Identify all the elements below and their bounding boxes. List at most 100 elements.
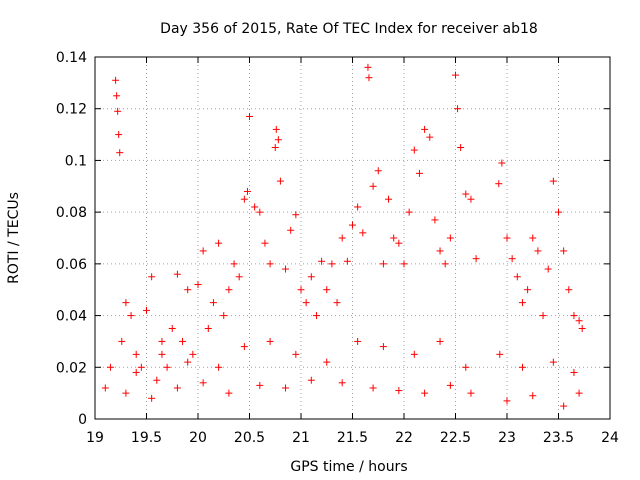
data-point	[431, 216, 439, 224]
data-point	[452, 71, 459, 79]
data-point	[529, 234, 537, 242]
data-point	[503, 234, 511, 242]
data-point	[297, 286, 305, 294]
data-point	[457, 144, 465, 151]
data-point	[143, 306, 150, 314]
data-point	[292, 350, 300, 358]
data-point	[266, 260, 274, 268]
data-point	[446, 381, 454, 389]
data-point	[467, 389, 475, 397]
data-point	[173, 270, 181, 278]
data-point	[225, 286, 233, 294]
data-point	[127, 312, 135, 320]
data-point	[549, 177, 557, 185]
data-point	[503, 397, 511, 405]
data-point	[454, 105, 462, 113]
x-tick-label: 23	[498, 430, 516, 446]
data-point	[328, 260, 336, 268]
data-point	[251, 203, 259, 211]
y-tick-label: 0.12	[56, 102, 87, 118]
y-tick-label: 0.04	[56, 309, 87, 325]
data-point	[472, 255, 480, 263]
data-point	[209, 299, 217, 307]
data-point	[148, 394, 156, 402]
data-point	[106, 363, 114, 371]
data-point	[302, 299, 310, 307]
data-point	[132, 368, 140, 376]
data-point	[462, 363, 470, 371]
data-point	[343, 257, 351, 265]
data-point	[575, 389, 583, 397]
data-point	[235, 273, 243, 281]
data-point	[390, 234, 398, 242]
data-point	[184, 358, 192, 366]
data-point	[400, 260, 408, 268]
data-point	[287, 226, 295, 234]
data-point	[498, 159, 506, 167]
data-point	[307, 376, 315, 384]
data-point	[544, 265, 552, 273]
data-point	[266, 337, 274, 345]
x-tick-label: 24	[601, 430, 619, 446]
data-point	[240, 195, 248, 203]
data-point	[292, 211, 300, 219]
data-point	[395, 239, 403, 247]
data-point	[246, 112, 253, 120]
y-tick-label: 0.08	[56, 205, 87, 221]
data-point	[158, 350, 166, 358]
data-point	[349, 221, 356, 229]
data-point	[385, 195, 393, 203]
x-tick-label: 20.5	[234, 430, 265, 446]
data-point	[462, 190, 470, 198]
data-point	[118, 337, 126, 345]
data-point	[359, 229, 367, 237]
x-tick-label: 21	[292, 430, 310, 446]
data-point	[495, 180, 503, 188]
data-point	[256, 208, 264, 216]
data-point	[513, 273, 521, 281]
data-point	[570, 312, 578, 320]
data-point	[132, 350, 140, 358]
data-point	[271, 144, 279, 151]
data-point	[240, 343, 248, 351]
data-point	[122, 389, 130, 397]
data-point	[354, 337, 362, 345]
data-point	[122, 299, 130, 307]
data-point	[215, 239, 223, 247]
x-tick-label: 19	[86, 430, 104, 446]
data-point	[421, 389, 429, 397]
data-point	[158, 337, 166, 345]
data-point	[369, 384, 377, 392]
data-point	[441, 260, 449, 268]
data-point	[333, 299, 341, 307]
data-point	[570, 368, 578, 376]
data-point	[539, 312, 547, 320]
data-point	[282, 384, 290, 392]
data-point	[436, 247, 444, 255]
data-point	[225, 389, 233, 397]
data-point	[575, 317, 583, 325]
data-point	[323, 358, 331, 366]
axis-ticks: 19 19.5 20 20.5 21 21.5 22 22.5 23 23.5 24 0 0.02 0.0…	[56, 50, 619, 446]
x-tick-label: 19.5	[131, 430, 162, 446]
data-point	[189, 350, 197, 358]
data-point	[184, 286, 192, 294]
data-point	[426, 133, 434, 141]
data-point	[137, 363, 145, 371]
data-point	[405, 208, 413, 216]
data-point	[508, 255, 516, 263]
data-points	[101, 63, 586, 410]
data-point	[272, 125, 280, 133]
data-point	[560, 247, 568, 255]
data-point	[261, 239, 269, 247]
data-point	[529, 392, 537, 400]
data-point	[307, 273, 315, 281]
data-point	[395, 387, 403, 395]
data-point	[199, 379, 207, 387]
data-point	[467, 195, 475, 203]
data-point	[199, 247, 207, 255]
data-point	[374, 167, 382, 175]
data-point	[338, 379, 346, 387]
data-point	[560, 402, 568, 410]
y-tick-label: 0	[78, 412, 87, 428]
